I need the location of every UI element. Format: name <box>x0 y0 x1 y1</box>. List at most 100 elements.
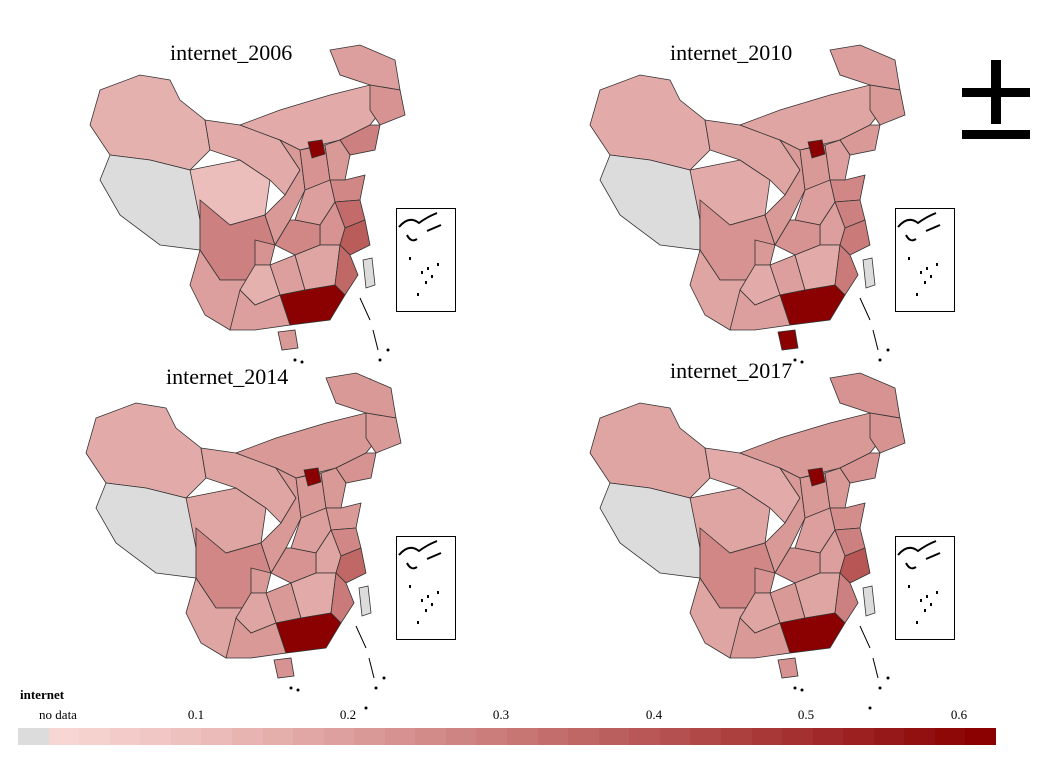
legend-swatch <box>415 728 446 745</box>
legend-swatch <box>934 728 966 745</box>
island-mark <box>378 358 382 362</box>
map-panel-2006: internet_2006 <box>40 30 460 382</box>
panel-title: internet_2006 <box>170 40 293 65</box>
inset-map <box>897 212 941 296</box>
map-panel-2017: internet_2017 <box>540 358 960 710</box>
boundary-dash <box>355 625 375 679</box>
province-zhejiang <box>839 547 871 584</box>
province-taiwan <box>362 257 376 289</box>
inset-island-mark <box>936 263 938 266</box>
inset-island-mark <box>427 595 429 598</box>
inset-island-mark <box>936 591 938 594</box>
inset-island-mark <box>930 603 932 606</box>
province-taiwan <box>862 257 876 289</box>
inset-island-mark <box>421 271 423 274</box>
province-hebei <box>824 139 851 181</box>
legend-tick: 0.6 <box>950 707 968 722</box>
inset-map <box>398 212 442 296</box>
province-hebei <box>324 139 351 181</box>
province-jilin <box>869 84 906 126</box>
island-mark <box>793 358 797 362</box>
legend-swatch <box>354 728 385 745</box>
inset-island-mark <box>427 267 429 270</box>
island-mark <box>289 686 293 690</box>
legend-swatch <box>323 728 355 745</box>
legend-swatch <box>507 728 538 745</box>
inset-island-mark <box>924 281 926 284</box>
panel-title: internet_2014 <box>166 364 289 389</box>
province-tibet <box>599 482 701 579</box>
legend-swatch <box>720 728 752 745</box>
inset-island-mark <box>437 591 439 594</box>
legend-tick-labels: no data 0.1 0.2 0.3 0.4 0.5 0.6 <box>18 707 998 725</box>
inset-island-mark <box>908 585 910 588</box>
inset-island-mark <box>421 599 423 602</box>
province-heilongjiang <box>325 372 397 419</box>
inset-island-mark <box>409 257 411 260</box>
legend-swatch <box>170 728 202 745</box>
map-panel-2010: internet_2010 <box>540 30 960 382</box>
province-hainan <box>277 329 299 351</box>
island-mark <box>793 686 797 690</box>
legend-swatch <box>812 728 844 745</box>
inset-coastline <box>398 212 442 242</box>
inset-island-mark <box>417 293 419 296</box>
inset-coastline <box>398 540 442 570</box>
inset-island-mark <box>920 271 922 274</box>
province-hainan <box>273 657 295 679</box>
island-mark <box>800 360 804 364</box>
island-mark <box>878 358 882 362</box>
province-beijing <box>807 139 826 159</box>
china-map <box>89 44 406 382</box>
province-beijing <box>303 467 322 487</box>
legend-tick: 0.5 <box>797 707 815 722</box>
legend-swatch <box>109 728 141 745</box>
inset-island-mark <box>926 267 928 270</box>
island-mark <box>293 358 297 362</box>
island-mark <box>296 688 300 692</box>
province-beijing <box>307 139 326 159</box>
legend-swatch <box>659 728 691 745</box>
legend-swatch <box>231 728 263 745</box>
china-map <box>85 372 402 710</box>
legend-tick: 0.1 <box>187 707 205 722</box>
legend-tick: 0.4 <box>645 707 663 722</box>
inset-island-mark <box>425 281 427 284</box>
legend-swatch <box>629 728 660 745</box>
province-jilin <box>369 84 406 126</box>
legend-swatch <box>568 728 599 745</box>
panel-title: internet_2017 <box>670 358 793 383</box>
province-taiwan <box>358 585 372 617</box>
boundary-dash <box>859 625 879 679</box>
legend-tick: 0.2 <box>339 707 357 722</box>
province-jilin <box>869 412 906 454</box>
province-jilin <box>365 412 402 454</box>
boundary-dash <box>359 297 379 351</box>
province-tibet <box>599 154 701 251</box>
island-mark <box>886 348 890 352</box>
legend-swatch <box>476 728 507 745</box>
province-guangdong <box>279 284 346 326</box>
inset-map <box>897 540 941 624</box>
map-panel-2014: internet_2014 <box>36 358 456 710</box>
province-zhejiang <box>335 547 367 584</box>
legend-swatch <box>843 728 874 745</box>
legend-swatch <box>293 728 324 745</box>
legend-no-data-label: no data <box>39 707 77 722</box>
inset-island-mark <box>409 585 411 588</box>
island-mark <box>878 686 882 690</box>
province-heilongjiang <box>329 44 401 91</box>
legend-swatch <box>445 728 477 745</box>
legend-swatch <box>690 728 721 745</box>
legend-swatch <box>751 728 783 745</box>
inset-island-mark <box>437 263 439 266</box>
china-map <box>589 372 906 710</box>
north-arrow-icon <box>962 60 1030 139</box>
south-china-sea-inset <box>895 536 955 640</box>
inset-map <box>398 540 442 624</box>
boundary-dash <box>859 297 879 351</box>
province-xinjiang <box>85 402 207 499</box>
legend-swatch <box>201 728 232 745</box>
inset-island-mark <box>417 621 419 624</box>
province-zhejiang <box>339 219 371 256</box>
